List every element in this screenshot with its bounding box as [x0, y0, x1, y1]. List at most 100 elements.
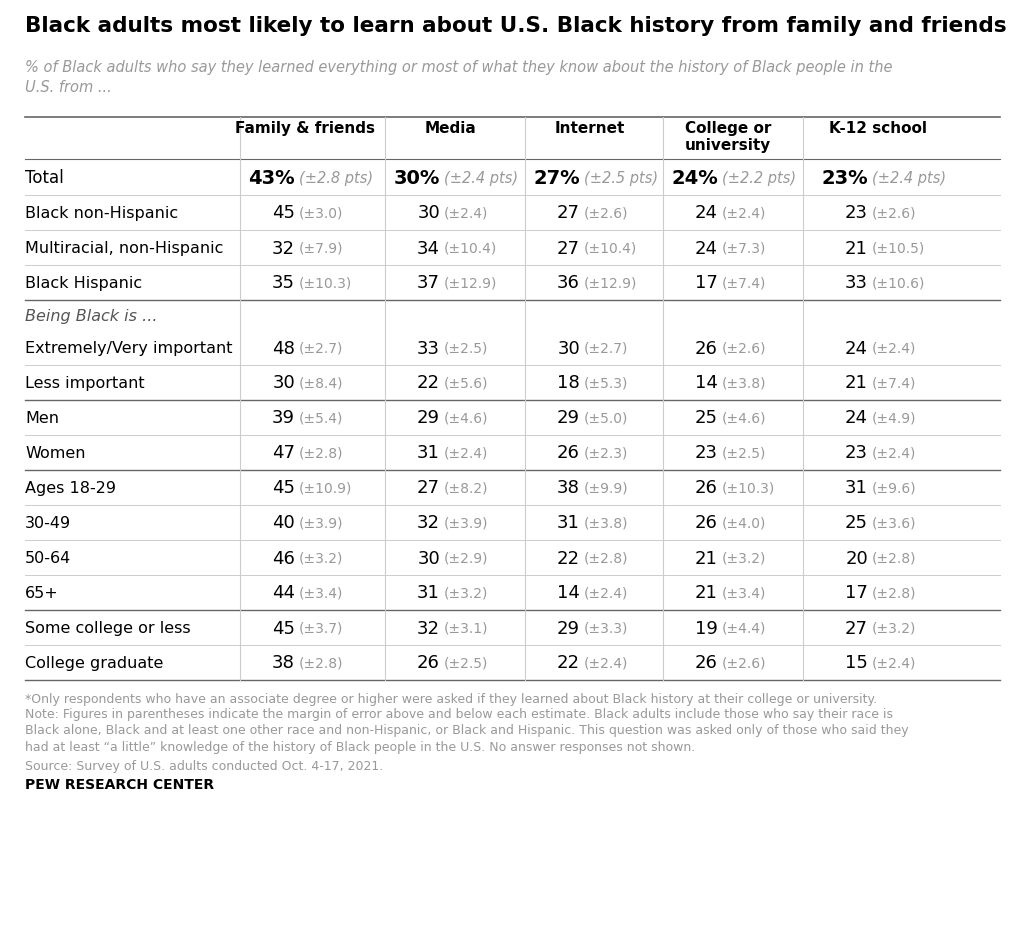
Text: 27: 27	[845, 619, 868, 637]
Text: 31: 31	[417, 444, 440, 462]
Text: (±2.4): (±2.4)	[872, 446, 916, 460]
Text: (±4.6): (±4.6)	[722, 411, 767, 425]
Text: 18: 18	[557, 375, 580, 392]
Text: Note: Figures in parentheses indicate the margin of error above and below each e: Note: Figures in parentheses indicate th…	[25, 707, 908, 753]
Text: K-12 school: K-12 school	[829, 121, 927, 136]
Text: (±10.5): (±10.5)	[872, 241, 926, 255]
Text: (±3.6): (±3.6)	[872, 516, 916, 530]
Text: Ages 18-29: Ages 18-29	[25, 480, 116, 495]
Text: 50-64: 50-64	[25, 551, 72, 565]
Text: (±3.2): (±3.2)	[722, 551, 766, 565]
Text: 33: 33	[845, 274, 868, 292]
Text: Family & friends: Family & friends	[234, 121, 375, 136]
Text: 22: 22	[417, 375, 440, 392]
Text: (±2.6): (±2.6)	[872, 207, 916, 221]
Text: Internet: Internet	[555, 121, 626, 136]
Text: (±4.0): (±4.0)	[722, 516, 766, 530]
Text: 44: 44	[272, 584, 295, 602]
Text: 22: 22	[557, 654, 580, 672]
Text: (±2.8): (±2.8)	[584, 551, 629, 565]
Text: PEW RESEARCH CENTER: PEW RESEARCH CENTER	[25, 777, 214, 791]
Text: 38: 38	[272, 654, 295, 672]
Text: (±10.4): (±10.4)	[584, 241, 637, 255]
Text: 27%: 27%	[534, 169, 580, 187]
Text: (±2.4): (±2.4)	[722, 207, 766, 221]
Text: (±9.6): (±9.6)	[872, 481, 916, 495]
Text: (±9.9): (±9.9)	[584, 481, 629, 495]
Text: (±3.4): (±3.4)	[299, 586, 343, 600]
Text: 43%: 43%	[249, 169, 295, 187]
Text: 40: 40	[272, 514, 295, 532]
Text: (±3.2): (±3.2)	[299, 551, 343, 565]
Text: 24: 24	[845, 409, 868, 427]
Text: 14: 14	[695, 375, 718, 392]
Text: (±4.9): (±4.9)	[872, 411, 916, 425]
Text: 24: 24	[695, 239, 718, 257]
Text: 24: 24	[695, 204, 718, 222]
Text: 27: 27	[417, 479, 440, 497]
Text: (±3.4): (±3.4)	[722, 586, 766, 600]
Text: 29: 29	[557, 619, 580, 637]
Text: (±2.5 pts): (±2.5 pts)	[584, 171, 658, 185]
Text: 45: 45	[272, 619, 295, 637]
Text: (±2.6): (±2.6)	[722, 341, 767, 355]
Text: (±3.1): (±3.1)	[444, 621, 488, 635]
Text: 27: 27	[557, 239, 580, 257]
Text: (±3.9): (±3.9)	[299, 516, 343, 530]
Text: (±2.8): (±2.8)	[872, 586, 916, 600]
Text: 21: 21	[845, 239, 868, 257]
Text: 14: 14	[557, 584, 580, 602]
Text: 22: 22	[557, 549, 580, 567]
Text: (±2.6): (±2.6)	[584, 207, 629, 221]
Text: (±2.4): (±2.4)	[444, 207, 488, 221]
Text: (±2.8): (±2.8)	[299, 446, 343, 460]
Text: (±2.4): (±2.4)	[444, 446, 488, 460]
Text: 23: 23	[695, 444, 718, 462]
Text: Being Black is ...: Being Black is ...	[25, 308, 158, 324]
Text: (±12.9): (±12.9)	[584, 276, 637, 290]
Text: (±2.5): (±2.5)	[444, 341, 488, 355]
Text: (±10.3): (±10.3)	[722, 481, 775, 495]
Text: 26: 26	[557, 444, 580, 462]
Text: 25: 25	[695, 409, 718, 427]
Text: 30-49: 30-49	[25, 515, 71, 530]
Text: 19: 19	[695, 619, 718, 637]
Text: Extremely/Very important: Extremely/Very important	[25, 340, 232, 356]
Text: College or
university: College or university	[685, 121, 771, 153]
Text: Black Hispanic: Black Hispanic	[25, 275, 142, 291]
Text: 24%: 24%	[672, 169, 718, 187]
Text: 30: 30	[417, 549, 440, 567]
Text: (±3.2): (±3.2)	[444, 586, 488, 600]
Text: (±3.7): (±3.7)	[299, 621, 343, 635]
Text: 32: 32	[417, 514, 440, 532]
Text: (±3.9): (±3.9)	[444, 516, 488, 530]
Text: 25: 25	[845, 514, 868, 532]
Text: (±2.2 pts): (±2.2 pts)	[722, 171, 796, 185]
Text: (±5.3): (±5.3)	[584, 376, 629, 390]
Text: (±2.5): (±2.5)	[444, 655, 488, 670]
Text: 38: 38	[557, 479, 580, 497]
Text: 23: 23	[845, 444, 868, 462]
Text: (±2.3): (±2.3)	[584, 446, 629, 460]
Text: 47: 47	[272, 444, 295, 462]
Text: 17: 17	[695, 274, 718, 292]
Text: (±7.4): (±7.4)	[722, 276, 766, 290]
Text: 26: 26	[695, 514, 718, 532]
Text: 32: 32	[272, 239, 295, 257]
Text: 35: 35	[272, 274, 295, 292]
Text: Some college or less: Some college or less	[25, 620, 190, 635]
Text: (±2.8 pts): (±2.8 pts)	[299, 171, 373, 185]
Text: % of Black adults who say they learned everything or most of what they know abou: % of Black adults who say they learned e…	[25, 60, 893, 95]
Text: 30: 30	[417, 204, 440, 222]
Text: (±2.9): (±2.9)	[444, 551, 488, 565]
Text: Total: Total	[25, 169, 63, 187]
Text: 31: 31	[417, 584, 440, 602]
Text: (±2.7): (±2.7)	[584, 341, 629, 355]
Text: 26: 26	[695, 479, 718, 497]
Text: (±7.9): (±7.9)	[299, 241, 343, 255]
Text: (±8.2): (±8.2)	[444, 481, 488, 495]
Text: Source: Survey of U.S. adults conducted Oct. 4-17, 2021.: Source: Survey of U.S. adults conducted …	[25, 759, 383, 772]
Text: Black adults most likely to learn about U.S. Black history from family and frien: Black adults most likely to learn about …	[25, 16, 1007, 36]
Text: Men: Men	[25, 411, 59, 425]
Text: (±4.4): (±4.4)	[722, 621, 766, 635]
